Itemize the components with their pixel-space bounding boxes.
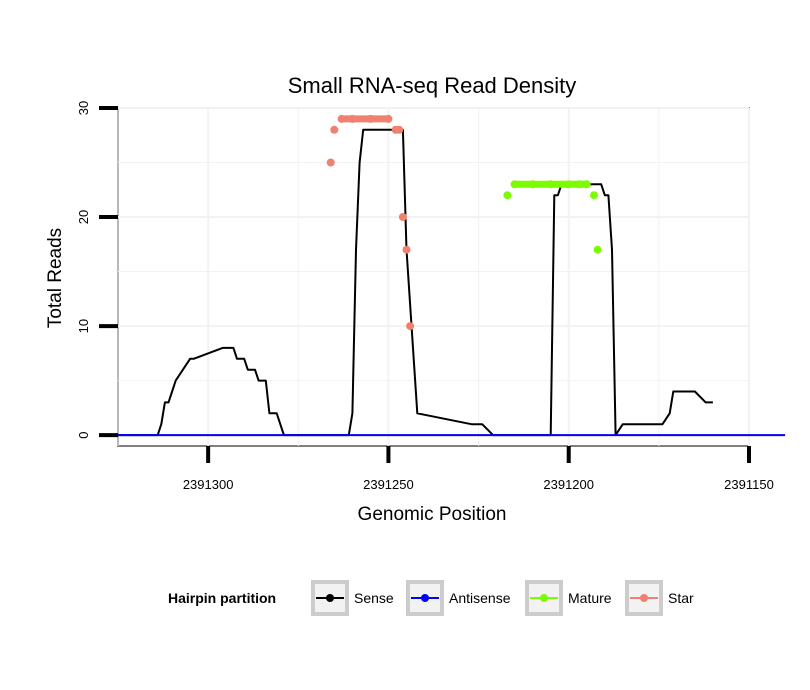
legend-label: Sense [354, 590, 394, 606]
legend-key-point [421, 594, 429, 602]
y-tick-label: 0 [76, 431, 91, 438]
y-axis-title: Total Reads [45, 228, 66, 328]
legend-key-point [540, 594, 548, 602]
x-axis: 2391300 2391250 2391200 2391150 [183, 446, 774, 492]
data-point-star [398, 213, 407, 221]
y-tick-label: 10 [76, 319, 91, 333]
legend-title: Hairpin partition [168, 590, 276, 606]
data-point-mature [546, 180, 555, 189]
data-point-star [384, 114, 393, 123]
data-point-star [348, 114, 357, 123]
data-point-mature [593, 245, 602, 254]
y-tick-label: 30 [76, 101, 91, 115]
legend-label: Mature [568, 590, 612, 606]
x-tick-label: 2391200 [543, 477, 594, 492]
x-tick-label: 2391300 [183, 477, 234, 492]
points-layer [326, 114, 602, 331]
data-point-mature [503, 191, 512, 200]
data-point-star [326, 158, 335, 167]
data-point-mature [582, 180, 591, 189]
legend-item-star: Star [625, 580, 694, 616]
data-point-star [406, 322, 415, 331]
legend-key-point [326, 594, 334, 602]
x-tick-label: 2391250 [363, 477, 414, 492]
data-point-star [337, 114, 346, 123]
legend-item-antisense: Antisense [406, 580, 511, 616]
data-point-star [366, 114, 375, 123]
data-point-mature [510, 180, 519, 189]
data-point-mature [564, 180, 573, 189]
legend-item-mature: Mature [525, 580, 612, 616]
grid [117, 107, 750, 446]
data-point-star [330, 125, 339, 134]
plot-panel [117, 107, 750, 447]
data-point-star [395, 125, 404, 134]
y-axis: 0 10 20 30 [76, 101, 118, 439]
x-tick-label: 2391150 [724, 477, 774, 492]
data-point-mature [590, 191, 598, 200]
legend-key-point [640, 594, 648, 602]
data-point-mature [528, 180, 537, 189]
legend-label: Star [668, 590, 694, 606]
data-point-mature [575, 180, 584, 189]
legend-label: Antisense [449, 590, 511, 606]
legend-item-sense: Sense [311, 580, 394, 616]
y-tick-label: 20 [76, 210, 91, 224]
data-point-star [402, 245, 411, 254]
x-axis-title: Genomic Position [358, 504, 507, 525]
legend: Hairpin partition Sense Antisense Mature St… [168, 580, 694, 616]
chart-title: Small RNA-seq Read Density [288, 73, 577, 98]
